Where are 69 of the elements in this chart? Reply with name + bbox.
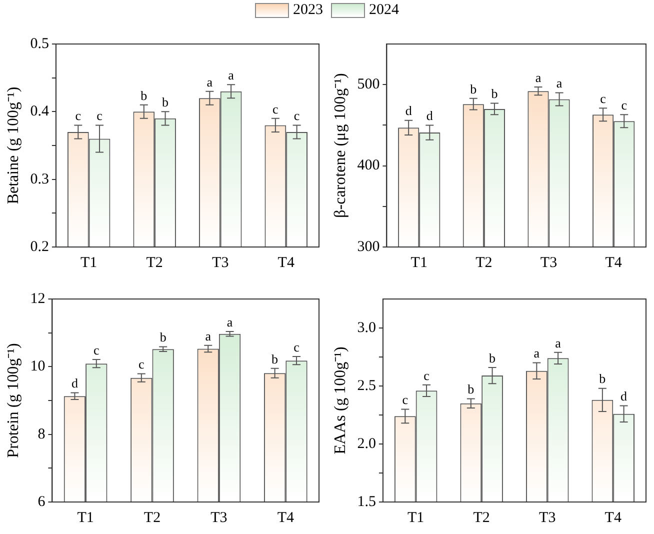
legend-label: 2024: [369, 2, 399, 19]
x-tick-label: T1: [407, 510, 424, 526]
data-label: a: [555, 335, 562, 350]
data-label: b: [160, 330, 166, 345]
data-label: c: [272, 101, 279, 116]
data-label: a: [228, 68, 234, 83]
y-tick-label: 300: [357, 238, 380, 255]
y-axis-title: EAAs (g 100g⁻¹): [332, 346, 349, 454]
data-label: d: [405, 103, 412, 118]
data-label: c: [424, 368, 430, 383]
x-tick-label: T2: [146, 254, 163, 271]
x-tick-label: T1: [410, 254, 428, 271]
data-label: d: [71, 376, 78, 391]
x-tick-label: T3: [540, 254, 558, 271]
y-axis-title: Protein (g 100g⁻¹): [4, 343, 22, 458]
y-tick-label: 2.0: [357, 436, 376, 452]
y-tick-label: 400: [357, 158, 380, 174]
y-tick-label: 0.3: [30, 171, 49, 188]
data-label: c: [96, 108, 103, 124]
data-label: c: [402, 392, 408, 408]
data-label: b: [491, 86, 498, 102]
data-label: a: [205, 328, 212, 344]
data-label: a: [226, 314, 233, 330]
y-tick-label: 2.5: [357, 378, 376, 394]
data-label: a: [535, 70, 542, 85]
y-tick-label: 8: [38, 426, 46, 442]
data-label: a: [556, 76, 562, 91]
x-tick-label: T2: [476, 254, 492, 271]
data-label: c: [94, 342, 100, 358]
data-label: b: [489, 350, 496, 366]
data-label: a: [534, 346, 540, 361]
y-tick-label: 0.2: [30, 238, 49, 255]
data-label: c: [294, 339, 300, 354]
data-label: c: [621, 98, 628, 113]
y-axis-title: Betaine (g 100g⁻¹): [4, 86, 22, 204]
x-tick-label: T2: [473, 510, 490, 526]
y-tick-label: 0.4: [30, 104, 50, 120]
y-tick-label: 12: [30, 290, 46, 307]
data-label: a: [206, 74, 213, 90]
data-label: b: [468, 382, 474, 397]
y-tick-label: 3.0: [357, 320, 376, 336]
data-label: b: [470, 81, 477, 96]
x-tick-label: T3: [539, 510, 556, 526]
x-tick-label: T4: [278, 254, 295, 271]
x-tick-label: T4: [604, 510, 622, 526]
y-tick-label: 500: [357, 76, 380, 93]
data-label: d: [620, 388, 628, 404]
x-tick-label: T4: [605, 254, 622, 271]
y-tick-label: 1.5: [357, 494, 376, 510]
data-label: c: [75, 108, 82, 124]
y-tick-label: 6: [38, 494, 46, 510]
y-axis-title: β-carotene (μg 100g⁻¹): [332, 73, 349, 218]
x-tick-label: T2: [144, 510, 161, 526]
x-tick-label: T4: [277, 510, 294, 526]
data-label: b: [140, 88, 148, 103]
data-label: c: [600, 91, 606, 106]
x-tick-label: T1: [77, 510, 94, 526]
data-label: d: [426, 108, 434, 124]
x-tick-label: T1: [80, 254, 98, 271]
y-tick-label: 10: [30, 358, 46, 375]
data-label: b: [162, 94, 169, 110]
data-label: c: [138, 356, 145, 372]
legend-label: 2023: [293, 2, 323, 19]
y-tick-label: 0.5: [30, 36, 49, 52]
data-label: b: [599, 371, 606, 386]
x-tick-label: T3: [212, 254, 229, 271]
data-label: b: [272, 351, 278, 366]
x-tick-label: T3: [210, 510, 228, 526]
data-label: c: [294, 108, 300, 124]
